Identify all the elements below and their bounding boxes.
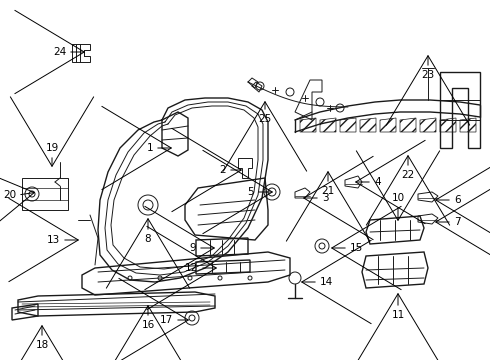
Text: 10: 10 (392, 193, 405, 203)
Text: 21: 21 (321, 186, 335, 196)
Text: 18: 18 (35, 340, 49, 350)
Text: 20: 20 (3, 190, 16, 200)
Text: 5: 5 (247, 187, 254, 197)
Text: 12: 12 (185, 263, 198, 273)
Text: 9: 9 (189, 243, 196, 253)
Text: 1: 1 (147, 143, 153, 153)
Circle shape (316, 98, 324, 106)
Text: 2: 2 (220, 165, 226, 175)
Text: 17: 17 (160, 315, 173, 325)
Circle shape (336, 104, 344, 112)
Circle shape (256, 82, 264, 90)
Text: 14: 14 (320, 277, 333, 287)
Text: 6: 6 (454, 195, 461, 205)
Text: 11: 11 (392, 310, 405, 320)
Text: 24: 24 (53, 47, 66, 57)
Text: 3: 3 (322, 193, 329, 203)
Text: 22: 22 (401, 170, 415, 180)
Circle shape (286, 88, 294, 96)
Text: 19: 19 (46, 143, 59, 153)
Text: 8: 8 (145, 234, 151, 244)
Text: 7: 7 (454, 217, 461, 227)
Text: 15: 15 (350, 243, 363, 253)
Text: 13: 13 (47, 235, 60, 245)
Text: 25: 25 (258, 114, 271, 124)
Text: 23: 23 (421, 70, 435, 80)
Text: 4: 4 (374, 177, 381, 187)
Text: 16: 16 (142, 320, 155, 330)
